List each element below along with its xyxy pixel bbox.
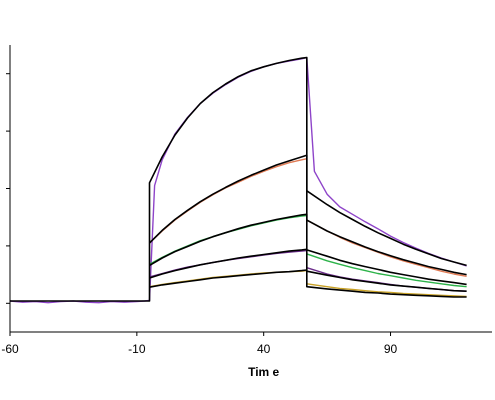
x-tick-label-40: 40 [257,342,271,356]
fit-curve-5 [149,213,467,286]
measured-curve-8 [149,269,467,298]
measured-curve-2 [149,158,467,277]
fit-curve-1 [10,56,467,302]
x-tick-label--10: -10 [128,342,146,356]
x-axis-label: Tim e [248,365,279,379]
x-tick-label-90: 90 [384,342,398,356]
fit-curve-9 [149,269,467,298]
fit-curve-7 [149,248,467,292]
axes-layer: -60 -10 40 90 [1,45,492,356]
series-layer [9,56,467,304]
x-tick-label--60: -60 [1,342,19,356]
fit-curve-3 [148,154,467,276]
